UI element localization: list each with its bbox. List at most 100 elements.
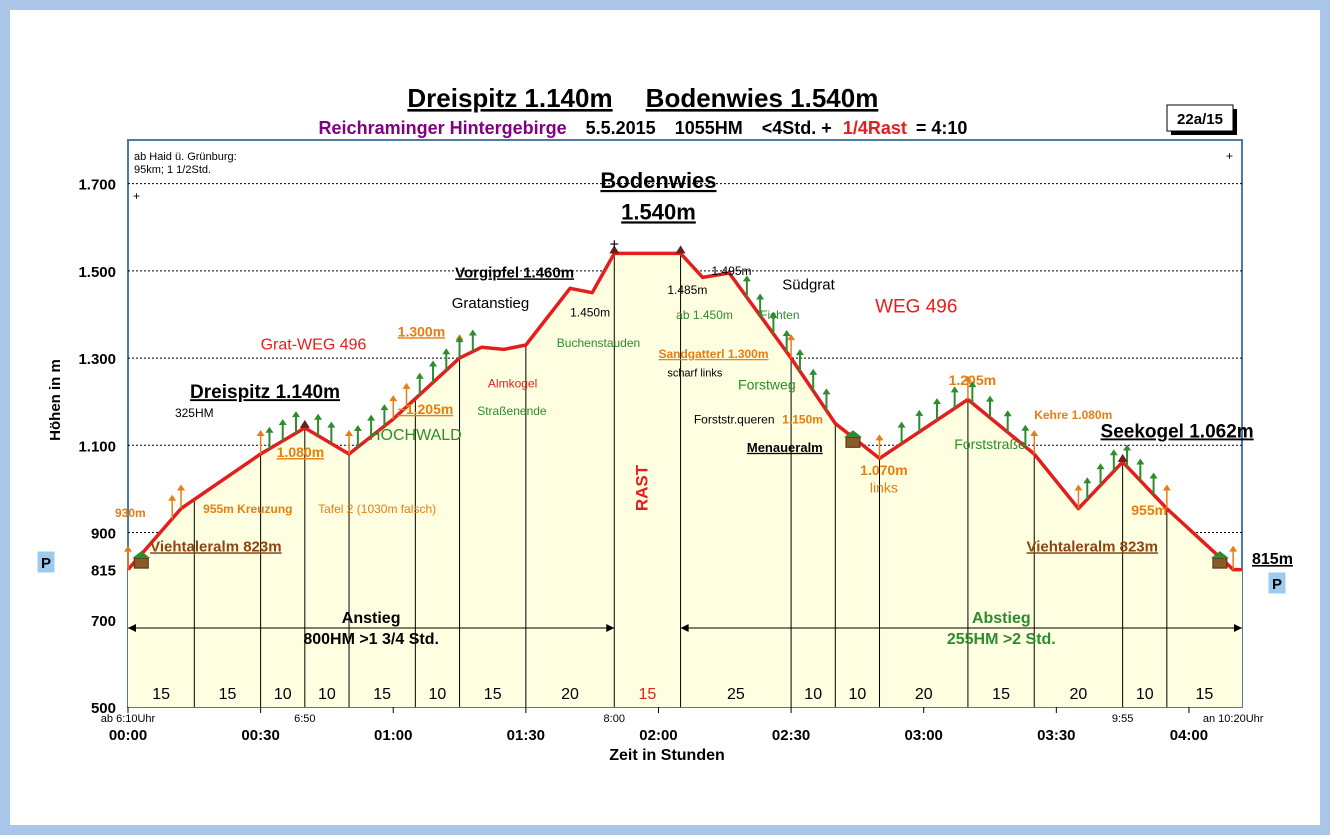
uphill-arrow-head: [822, 388, 831, 395]
y-axis-label: Höhen in m: [47, 359, 64, 441]
annotation-label: Menaueralm: [747, 440, 823, 455]
clock-time-label: an 10:20Uhr: [1203, 713, 1264, 725]
annotation-label: 325HM: [175, 406, 214, 420]
waypoint-pin-head: [177, 484, 186, 491]
uphill-arrow-head: [1123, 444, 1132, 451]
subtitle-total: = 4:10: [916, 118, 968, 138]
annotation-label: scharf links: [667, 367, 723, 379]
segment-duration: 25: [727, 686, 745, 703]
uphill-arrow-head: [986, 395, 995, 402]
annotation-label: Südgrat: [782, 277, 835, 294]
waypoint-pin-head: [256, 430, 265, 437]
hut-roof-icon: [132, 551, 151, 559]
x-axis-label: Zeit in Stunden: [609, 747, 725, 764]
segment-duration: 15: [373, 686, 391, 703]
elevation-line: [126, 251, 1242, 572]
annotation-label: Straßenende: [477, 404, 547, 418]
segment-duration: 10: [274, 686, 292, 703]
uphill-arrow-head: [756, 293, 765, 300]
waypoint-pin-head: [124, 545, 132, 552]
uphill-arrow-head: [278, 418, 287, 425]
annotation-label: Viehtaleralm 823m: [150, 538, 281, 555]
annotation-label: 955m Kreuzung: [203, 502, 292, 516]
corner-note-2: 95km; 1 1/2Std.: [134, 164, 211, 176]
annotation-label: Grat-WEG 496: [261, 336, 367, 353]
annotation-label: 1.150m: [782, 413, 823, 427]
ascent-detail: 800HM >1 3/4 Std.: [303, 631, 439, 648]
elevation-area: [128, 253, 1242, 707]
parking-letter-right: P: [1272, 576, 1282, 593]
annotation-label: Almkogel: [488, 377, 537, 391]
waypoint-pin-head: [787, 334, 796, 341]
rest-label: RAST: [632, 464, 651, 511]
subtitle: Reichraminger Hintergebirge 5.5.2015 105…: [319, 118, 968, 138]
annotation-label: Tafel 2 (1030m falsch): [318, 502, 436, 516]
waypoint-pin-head: [1229, 545, 1238, 552]
uphill-arrow-head: [1149, 472, 1158, 479]
annotations: Dreispitz 1.140m 325HM Viehtaleralm 823m 93…: [115, 168, 1254, 555]
segment-duration: 15: [639, 686, 657, 703]
title-right: Bodenwies 1.540m: [646, 83, 879, 113]
uphill-arrow-head: [291, 411, 300, 418]
annotation-label: ~1.205m: [398, 401, 454, 417]
descent-detail: 255HM >2 Std.: [947, 631, 1056, 648]
annotation-label: HOCHWALD: [369, 427, 462, 444]
segment-dividers: [193, 253, 1168, 707]
annotation-label: Viehtaleralm 823m: [1027, 538, 1158, 555]
annotation-label: Seekogel 1.062m: [1101, 421, 1254, 442]
subtitle-rest: 1/4Rast: [843, 118, 907, 138]
segment-duration: 10: [1136, 686, 1154, 703]
clock-time-label: 6:50: [294, 713, 315, 725]
annotation-label: Forststr.queren: [694, 413, 775, 427]
subtitle-region: Reichraminger Hintergebirge: [319, 118, 567, 138]
waypoint-pin-head: [389, 395, 398, 402]
uphill-arrow-head: [380, 404, 389, 411]
uphill-arrow-head: [782, 330, 791, 337]
subtitle-time: <4Std. +: [762, 118, 832, 138]
annotation-label: ab 1.450m: [676, 308, 733, 322]
ascent-arrow-tail: [128, 624, 136, 632]
uphill-arrow-head: [742, 275, 751, 282]
uphill-arrow-head: [950, 386, 959, 393]
hut-roof-icon: [1210, 551, 1229, 559]
y-tick-label: 1.700: [78, 177, 116, 194]
annotation-label: Gratanstieg: [452, 295, 530, 312]
ascent-arrow-head: [606, 624, 615, 632]
uphill-arrow-head: [314, 413, 323, 420]
title-left: Dreispitz 1.140m: [407, 83, 612, 113]
plus-mark-left: +: [133, 189, 140, 203]
x-tick-label: 00:30: [241, 727, 279, 744]
annotation-label: 1.070m: [860, 462, 907, 478]
y-axis: 500 700 815 900 1.100 1.300 1.500 1.700: [78, 177, 116, 717]
y-tick-label: 1.300: [78, 351, 116, 368]
x-tick-label: 03:30: [1037, 727, 1075, 744]
x-tick-label: 04:00: [1170, 727, 1208, 744]
uphill-arrow-head: [1003, 410, 1012, 417]
uphill-arrow-head: [442, 348, 451, 355]
annotation-label: 955m: [1131, 502, 1167, 518]
segment-duration: 15: [484, 686, 502, 703]
elevation-profile-chart: Dreispitz 1.140m Bodenwies 1.540m Reichr…: [36, 83, 1293, 764]
subtitle-hm: 1055HM: [675, 118, 743, 138]
annotation-label: Bodenwies: [600, 168, 716, 193]
end-elevation-label: 815m: [1252, 551, 1293, 568]
uphill-arrow-head: [1083, 477, 1092, 484]
y-tick-label: 1.100: [78, 438, 116, 455]
annotation-label: 1.495m: [712, 264, 752, 278]
annotation-label: links: [870, 479, 898, 495]
segment-duration: 15: [1196, 686, 1214, 703]
parking-sign-right: [1267, 571, 1287, 595]
ref-code: 22a/15: [1177, 111, 1223, 128]
uphill-arrow-head: [1021, 424, 1030, 431]
segment-duration: 20: [915, 686, 933, 703]
y-tick-label: 1.500: [78, 264, 116, 281]
uphill-arrow-head: [1136, 458, 1145, 465]
uphill-arrow-head: [327, 421, 336, 428]
annotation-label: 930m: [115, 506, 146, 520]
waypoint-pin-head: [1074, 484, 1083, 491]
descent-arrow-tail: [680, 624, 689, 632]
y-tick-label: 900: [91, 526, 116, 543]
uphill-arrow-head: [455, 336, 464, 343]
hut-icon: [845, 436, 861, 448]
parking-sign-left: [36, 550, 56, 574]
